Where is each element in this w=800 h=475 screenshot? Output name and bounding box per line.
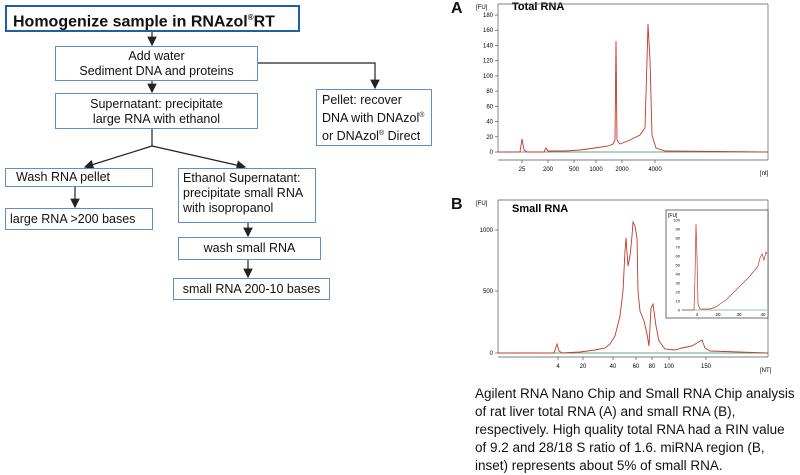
panel-b-letter: B [451,196,463,213]
panel-a-xtick-label: 1000 [589,167,603,173]
ethanol-line3: with isopropanol [183,201,274,215]
pellet-line3b: Direct [384,129,421,144]
inset-xtick-label: 40 [760,312,766,317]
inset-ytick-label: 50 [676,263,681,268]
panel-b-xtick-label: 60 [633,364,640,370]
panel-b-xtick-label: 150 [701,364,712,370]
chart-total-rna: Total RNA [FU] [nt] 180 160 140 120 100 80 60 4… [476,1,769,177]
inset-ytick-label: 60 [676,254,681,259]
pellet-line2: DNA with DNAzol [322,111,420,126]
step-wash-small: wash small RNA [178,237,321,260]
step-add-water: Add water Sediment DNA and proteins [55,46,258,81]
panel-a-ytick-label: 140 [483,43,494,49]
panel-a-xtick-label: 200 [543,167,554,173]
pellet-reg-2: ® [378,130,385,138]
inset-ylabel: [FU] [668,213,678,219]
ethanol-line2: precipitate small RNA [183,186,304,200]
step-supernatant: Supernatant: precipitate large RNA with … [55,93,258,129]
title-suffix: RT [253,13,275,31]
panel-b-xtick-label: 40 [610,364,617,370]
title-text: Homogenize sample in RNAzol [13,13,248,31]
panel-a-ytick-label: 0 [490,150,494,156]
panel-a-title: Total RNA [512,1,564,13]
pellet-line1: Pellet: recover [322,93,402,107]
inset-ytick-label: 70 [676,245,681,250]
panel-a-trace [498,23,769,153]
pellet-line3: or DNAzol [322,129,379,144]
arrow-water-to-pellet [257,62,380,90]
step-supernatant-line2: large RNA with ethanol [92,112,221,126]
inset-trace [682,223,768,311]
inset-ytick-label: 90 [676,227,681,232]
panel-b-xtick-label: 80 [649,364,656,370]
panel-b-ytick-label: 1000 [480,228,494,234]
panel-a-ytick-label: 40 [486,120,493,126]
inset-ytick-label: 20 [676,290,681,295]
panel-b-xlabel: [NT] [760,368,772,374]
panel-a-letter: A [451,0,463,17]
inset-ytick-label: 40 [676,272,681,277]
arrow-super-to-ethanol [151,145,247,170]
panel-a-ytick-label: 20 [486,135,493,141]
inset-xtick-label: 30 [736,312,742,317]
panel-a-xtick-label: 4000 [648,167,662,173]
step-add-water-line2: Sediment DNA and proteins [79,64,234,78]
panel-a-ytick-label: 180 [483,13,494,19]
panel-a-xlabel: [nt] [760,171,769,177]
panel-a-xtick-label: 25 [519,167,526,173]
step-wash-pellet: Wash RNA pellet [5,168,153,187]
wash-small-label: wash small RNA [203,241,296,255]
flowchart-title-box: Homogenize sample in RNAzol®RT [5,5,300,32]
large-rna-label: large RNA >200 bases [10,212,136,226]
panel-a-ytick-label: 80 [486,89,493,95]
panel-b-ylabel: [FU] [476,201,488,207]
step-small-rna: small RNA 200-10 bases [173,278,330,300]
panel-a-xtick-label: 2000 [615,167,629,173]
panel-b-xtick-label: 4 [556,364,560,370]
step-supernatant-line1: Supernatant: precipitate [90,97,223,111]
panel-b-trace [498,220,769,354]
panel-b-ytick-label: 0 [490,351,494,357]
ethanol-line1: Ethanol Supernatant: [183,171,301,185]
inset-ytick-label: 30 [676,281,681,286]
panel-b-xtick-label: 100 [664,364,675,370]
inset-xtick-label: 4 [696,312,699,317]
panel-a-ytick-label: 120 [483,59,494,65]
panel-b-title: Small RNA [512,203,568,215]
step-ethanol-supernatant: Ethanol Supernatant: precipitate small R… [178,168,316,223]
inset-ytick-label: 80 [676,236,681,241]
small-rna-label: small RNA 200-10 bases [182,282,321,296]
step-add-water-line1: Add water [128,49,185,63]
inset-ytick-label: 0 [678,308,681,313]
pellet-reg-1: ® [419,112,425,119]
title-reg: ® [247,13,254,22]
wash-pellet-label: Wash RNA pellet [16,170,111,184]
panel-a-ylabel: [FU] [476,5,488,11]
inset-xtick-label: 20 [715,312,721,317]
arrow-super-to-wash [83,145,153,170]
panel-a-ytick-label: 60 [486,104,493,110]
panel-b-ytick-label: 500 [483,289,494,295]
step-pellet: Pellet: recover DNA with DNAzol® or DNAz… [316,89,432,146]
step-large-rna: large RNA >200 bases [5,208,153,230]
panel-a-ytick-label: 100 [483,74,494,80]
panel-b-xtick-label: 20 [580,364,587,370]
panel-a-xtick-label: 500 [569,167,580,173]
panel-a-ytick-label: 160 [483,28,494,34]
inset-ytick-label: 10 [676,299,681,304]
inset-ytick-label: 100 [673,218,680,223]
figure-caption: Agilent RNA Nano Chip and Small RNA Chip… [475,386,795,473]
